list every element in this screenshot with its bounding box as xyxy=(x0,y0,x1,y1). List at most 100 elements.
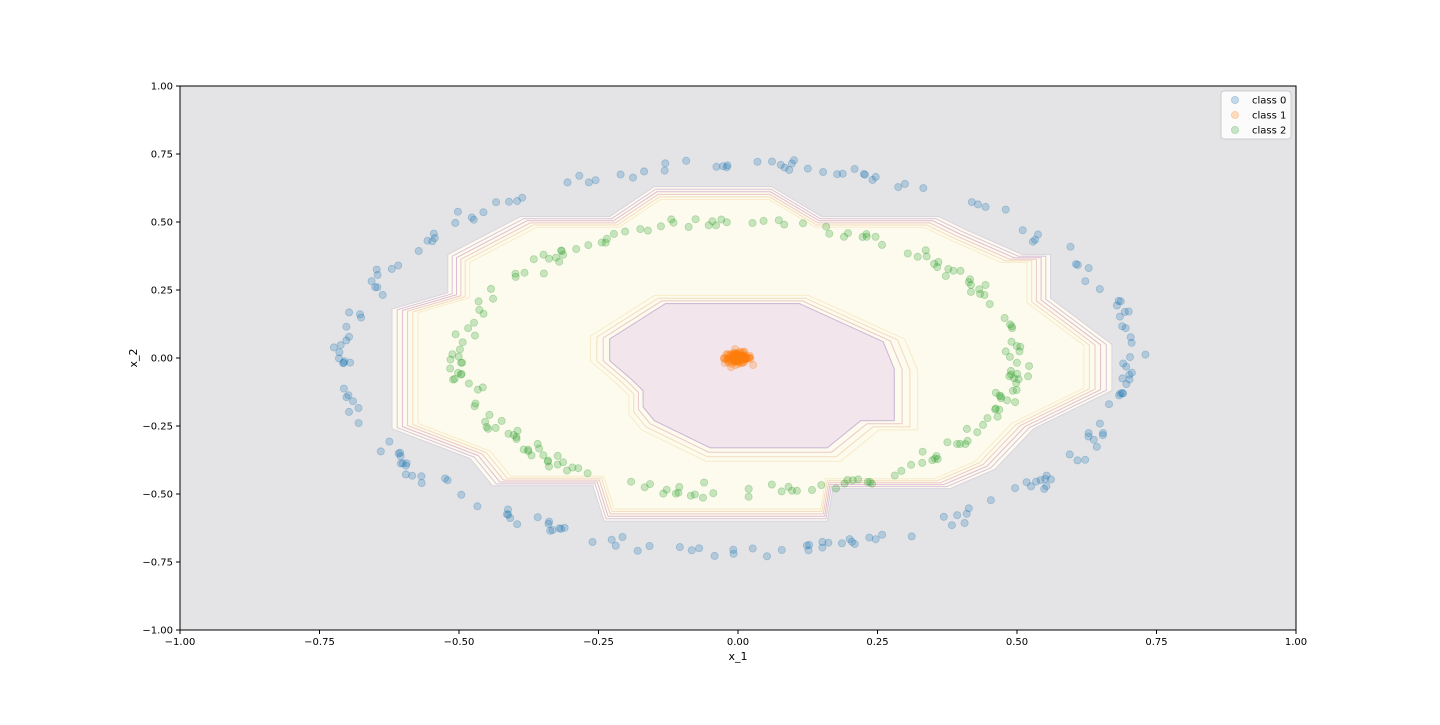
point-series-2 xyxy=(512,432,521,441)
legend-label: class 2 xyxy=(1252,126,1286,137)
point-series-1 xyxy=(720,354,729,363)
point-series-1 xyxy=(726,350,735,359)
point-series-0 xyxy=(335,348,344,357)
point-series-2 xyxy=(993,412,1002,421)
point-series-0 xyxy=(1114,296,1123,305)
point-series-0 xyxy=(342,393,351,402)
point-series-1 xyxy=(734,355,743,364)
point-series-0 xyxy=(805,540,814,549)
point-series-0 xyxy=(712,162,721,171)
point-series-0 xyxy=(429,229,438,238)
point-series-0 xyxy=(479,208,488,217)
point-series-0 xyxy=(1034,230,1043,239)
point-series-1 xyxy=(723,355,732,364)
point-series-0 xyxy=(804,546,813,555)
point-series-0 xyxy=(780,163,789,172)
point-series-1 xyxy=(731,345,740,354)
point-series-2 xyxy=(470,331,479,340)
point-series-0 xyxy=(1115,312,1124,321)
point-series-0 xyxy=(833,170,842,179)
y-tick-label: −1.00 xyxy=(142,626,173,637)
point-series-2 xyxy=(602,234,611,243)
point-series-0 xyxy=(1115,391,1124,400)
y-tick-label: 1.00 xyxy=(151,82,173,93)
point-series-1 xyxy=(730,356,739,365)
point-series-2 xyxy=(928,456,937,465)
point-series-0 xyxy=(348,397,357,406)
point-series-2 xyxy=(568,463,577,472)
point-series-2 xyxy=(1012,385,1021,394)
point-series-2 xyxy=(636,225,645,234)
point-series-0 xyxy=(1032,477,1041,486)
point-series-1 xyxy=(733,356,742,365)
inner-contour-line xyxy=(602,300,903,453)
point-series-1 xyxy=(744,353,753,362)
point-series-0 xyxy=(443,476,452,485)
point-series-2 xyxy=(1011,398,1020,407)
point-series-2 xyxy=(675,482,684,491)
point-series-0 xyxy=(1105,400,1114,409)
point-series-0 xyxy=(1124,307,1133,316)
point-series-0 xyxy=(473,502,482,511)
point-series-1 xyxy=(740,355,749,364)
point-series-0 xyxy=(1127,338,1136,347)
point-series-1 xyxy=(737,358,746,367)
point-series-1 xyxy=(722,350,731,359)
point-series-1 xyxy=(741,355,750,364)
point-series-1 xyxy=(734,357,743,366)
point-series-0 xyxy=(818,543,827,552)
point-series-0 xyxy=(1018,226,1027,235)
legend-box xyxy=(1220,90,1292,140)
point-series-0 xyxy=(974,200,983,209)
point-series-2 xyxy=(825,229,834,238)
point-series-1 xyxy=(740,353,749,362)
inner-contour-line xyxy=(596,297,911,458)
y-axis: −1.00 −0.75 −0.50 −0.25 0.00 0.25 0.50 0.75 1.00 xyxy=(142,82,180,637)
point-series-2 xyxy=(671,489,680,498)
point-series-2 xyxy=(1007,322,1016,331)
x-tick-label: 0.75 xyxy=(1145,637,1167,648)
point-series-0 xyxy=(616,170,625,179)
point-series-0 xyxy=(387,264,396,273)
point-series-2 xyxy=(659,489,668,498)
point-series-2 xyxy=(464,379,473,388)
point-series-0 xyxy=(1122,362,1131,371)
point-series-1 xyxy=(732,349,741,358)
point-series-0 xyxy=(1125,370,1134,379)
point-series-2 xyxy=(1016,342,1025,351)
point-series-1 xyxy=(731,352,740,361)
point-series-0 xyxy=(748,544,757,553)
point-series-2 xyxy=(991,404,1000,413)
point-series-0 xyxy=(457,490,466,499)
point-series-1 xyxy=(727,356,736,365)
point-series-0 xyxy=(777,546,786,555)
point-series-2 xyxy=(953,439,962,448)
point-series-1 xyxy=(729,350,738,359)
point-series-0 xyxy=(557,524,566,533)
point-series-1 xyxy=(735,352,744,361)
point-series-0 xyxy=(518,193,527,202)
point-series-0 xyxy=(340,357,349,366)
point-series-0 xyxy=(848,537,857,546)
point-series-0 xyxy=(339,359,348,368)
point-series-2 xyxy=(559,250,568,259)
point-series-2 xyxy=(557,246,566,255)
point-series-0 xyxy=(504,197,513,206)
point-series-2 xyxy=(858,232,867,241)
point-series-2 xyxy=(456,370,465,379)
point-series-0 xyxy=(502,510,511,519)
point-series-1 xyxy=(729,355,738,364)
point-series-0 xyxy=(861,170,870,179)
point-series-2 xyxy=(985,300,994,309)
point-series-0 xyxy=(871,535,880,544)
point-series-2 xyxy=(627,477,636,486)
point-series-2 xyxy=(471,399,480,408)
point-series-1 xyxy=(738,348,747,357)
point-series-1 xyxy=(732,351,741,360)
point-series-2 xyxy=(862,232,871,241)
legend-marker xyxy=(1231,96,1240,105)
point-series-2 xyxy=(991,388,1000,397)
point-series-2 xyxy=(535,444,544,453)
point-series-0 xyxy=(548,526,557,535)
